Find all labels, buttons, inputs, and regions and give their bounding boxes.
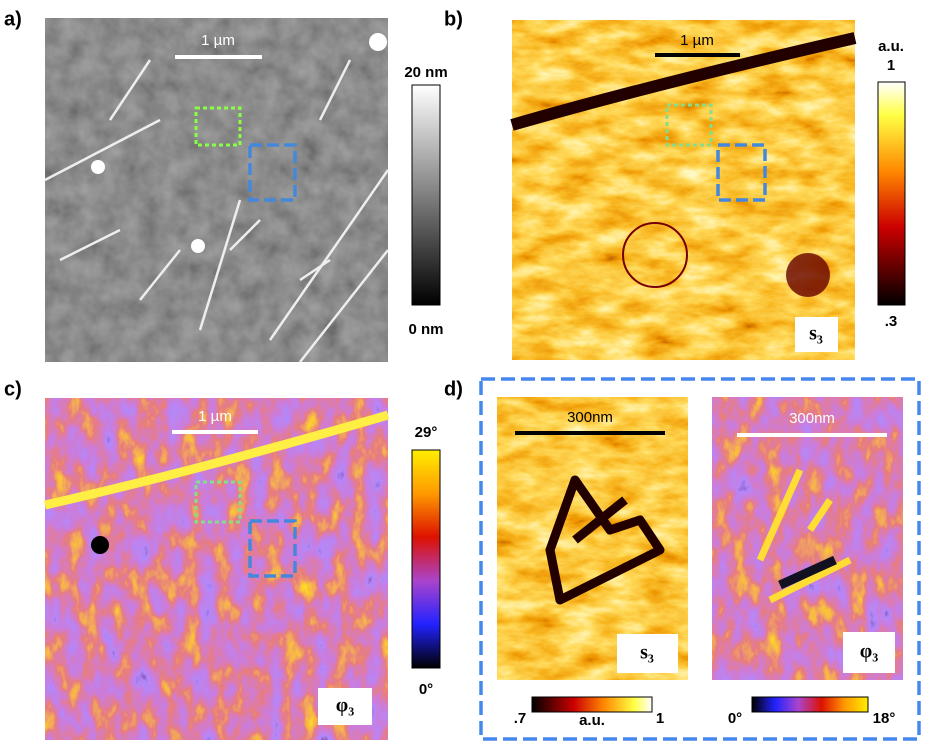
- flake: [778, 555, 837, 590]
- channel-label: φ₃: [860, 641, 878, 663]
- fiber: [510, 32, 857, 131]
- panel-label: a): [4, 8, 22, 30]
- channel-label: s₃: [640, 642, 654, 664]
- colorbar-unit: a.u.: [878, 38, 904, 55]
- colorbar: [877, 81, 906, 306]
- channel-box: [318, 688, 372, 725]
- amplitude-image: [512, 20, 855, 360]
- colorbar-label: 29°: [415, 424, 438, 441]
- colorbar: [411, 449, 441, 669]
- feature: [622, 222, 688, 288]
- panel-label: c): [4, 378, 22, 400]
- roi-box: [248, 519, 297, 578]
- flake: [545, 475, 665, 605]
- roi-box: [194, 480, 242, 524]
- scale-bar-label: 300nm: [567, 409, 613, 426]
- particle: [191, 239, 205, 253]
- roi-box: [665, 103, 713, 147]
- feature: [91, 536, 109, 554]
- channel-box: [795, 317, 838, 352]
- fiber: [44, 410, 390, 510]
- particle: [91, 160, 105, 174]
- afm-image: [45, 18, 388, 362]
- roi-box: [716, 143, 767, 202]
- channel-label: φ₃: [336, 695, 354, 717]
- feature: [786, 253, 830, 297]
- colorbar-label: .7: [514, 710, 527, 727]
- colorbar: [411, 84, 441, 306]
- channel-box: [843, 632, 895, 673]
- channel-label: s₃: [809, 323, 823, 345]
- scale-bar-label: 1 µm: [680, 32, 714, 49]
- panel-label: d): [444, 378, 463, 400]
- colorbar-label: 1: [887, 57, 895, 74]
- colorbar-label: 0 nm: [408, 321, 443, 338]
- fibers: [44, 59, 390, 363]
- flake: [756, 468, 852, 604]
- channel-box: [617, 634, 678, 673]
- colorbar-label: .3: [885, 313, 898, 330]
- colorbar-unit: a.u.: [579, 712, 605, 729]
- roi-box: [248, 143, 297, 202]
- colorbar-label: 18°: [873, 710, 896, 727]
- colorbar: [531, 696, 653, 713]
- colorbar: [751, 696, 869, 713]
- colorbar-label: 0°: [419, 681, 433, 698]
- colorbar-label: 20 nm: [404, 64, 447, 81]
- phase-image: [45, 398, 388, 740]
- scale-bar-label: 300nm: [789, 410, 835, 427]
- particle: [369, 33, 387, 51]
- scale-bar-label: 1 µm: [201, 32, 235, 49]
- roi-box: [194, 106, 242, 147]
- scale-bar-label: 1 µm: [198, 408, 232, 425]
- panel-label: b): [444, 8, 463, 30]
- colorbar-label: 0°: [728, 710, 742, 727]
- colorbar-label: 1: [656, 710, 664, 727]
